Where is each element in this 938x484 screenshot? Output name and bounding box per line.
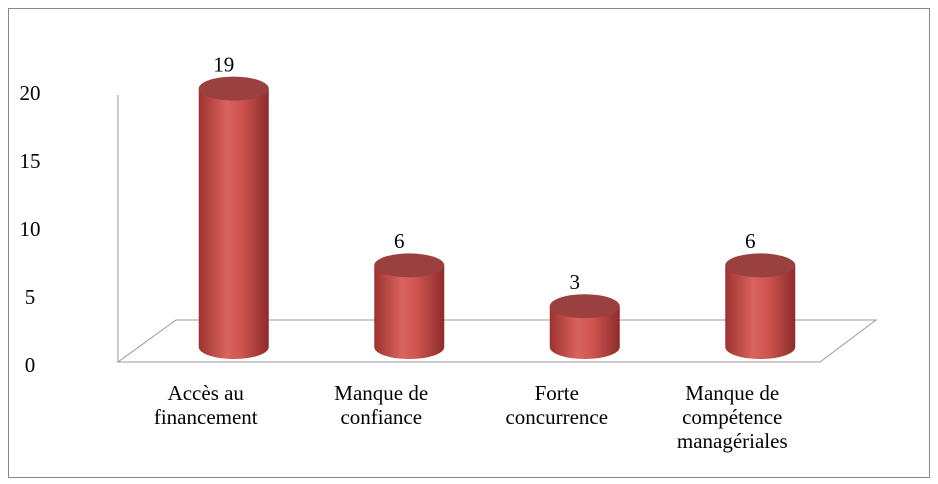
y-tick-label: 0 xyxy=(25,353,36,377)
y-tick-label: 20 xyxy=(20,81,41,105)
floor xyxy=(116,319,878,363)
cylinder-body xyxy=(198,88,269,359)
x-tick-label: Accès au financement xyxy=(153,381,258,429)
x-tick-label: Manque de confiance xyxy=(334,381,429,429)
x-tick-label: Forte concurrence xyxy=(505,381,609,429)
y-tick-label: 15 xyxy=(20,149,41,173)
cylinder-top xyxy=(725,253,796,278)
value-label: 6 xyxy=(745,229,756,253)
value-label: 3 xyxy=(570,270,581,294)
cylinder-top xyxy=(198,76,269,101)
value-label: 19 xyxy=(213,52,234,76)
cylinder-body xyxy=(374,265,445,359)
frame xyxy=(8,8,930,478)
value-label: 6 xyxy=(394,229,405,253)
cylinder-body xyxy=(725,265,796,359)
cylinder-top xyxy=(549,294,620,319)
y-tick-label: 10 xyxy=(20,217,41,241)
y-tick-label: 5 xyxy=(25,285,36,309)
cylinder-top xyxy=(374,253,445,278)
cylinder-body xyxy=(549,306,620,359)
x-tick-label: Manque de compétence managériales xyxy=(676,381,788,453)
